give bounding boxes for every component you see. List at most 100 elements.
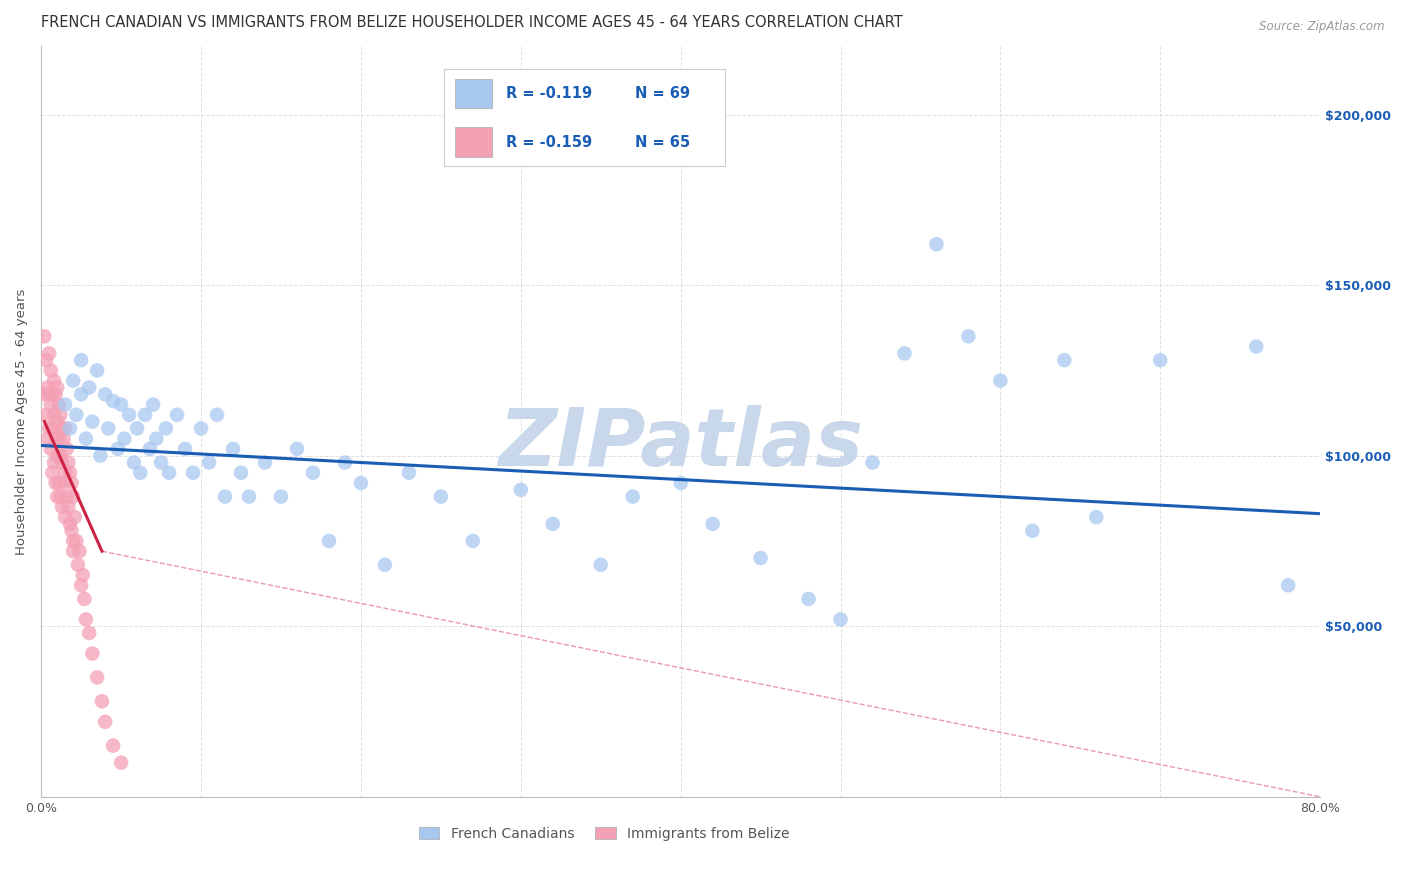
- Point: [60, 524, 83, 538]
- Text: ZIPatlas: ZIPatlas: [498, 405, 863, 483]
- Point: [65, 533, 87, 548]
- Point: [53, 466, 76, 480]
- Point: [53, 421, 76, 435]
- Point: [589, 558, 612, 572]
- Point: [75, 612, 97, 626]
- Point: [63, 510, 86, 524]
- Point: [77, 626, 100, 640]
- Point: [374, 558, 396, 572]
- Point: [222, 442, 245, 456]
- Point: [541, 516, 564, 531]
- Point: [37, 380, 59, 394]
- Point: [48, 398, 70, 412]
- Point: [1149, 353, 1171, 368]
- Point: [94, 387, 117, 401]
- Point: [925, 237, 948, 252]
- Point: [46, 490, 69, 504]
- Point: [127, 421, 149, 435]
- Point: [58, 456, 80, 470]
- Text: FRENCH CANADIAN VS IMMIGRANTS FROM BELIZE HOUSEHOLDER INCOME AGES 45 - 64 YEARS : FRENCH CANADIAN VS IMMIGRANTS FROM BELIZ…: [41, 15, 903, 30]
- Legend: French Canadians, Immigrants from Belize: French Canadians, Immigrants from Belize: [413, 821, 794, 847]
- Point: [82, 415, 104, 429]
- Point: [333, 456, 356, 470]
- Point: [238, 490, 260, 504]
- Point: [270, 490, 292, 504]
- Point: [830, 612, 852, 626]
- Point: [45, 475, 67, 490]
- Point: [990, 374, 1012, 388]
- Point: [862, 456, 884, 470]
- Point: [957, 329, 980, 343]
- Point: [70, 578, 93, 592]
- Point: [70, 387, 93, 401]
- Point: [82, 647, 104, 661]
- Point: [39, 442, 62, 456]
- Point: [51, 421, 73, 435]
- Point: [62, 374, 84, 388]
- Point: [42, 456, 65, 470]
- Point: [70, 353, 93, 368]
- Point: [139, 442, 162, 456]
- Point: [34, 387, 56, 401]
- Point: [430, 490, 453, 504]
- Point: [38, 387, 60, 401]
- Point: [94, 714, 117, 729]
- Point: [77, 380, 100, 394]
- Point: [41, 387, 63, 401]
- Point: [73, 591, 96, 606]
- Point: [46, 449, 69, 463]
- Point: [41, 466, 63, 480]
- Point: [51, 500, 73, 514]
- Point: [69, 544, 91, 558]
- Point: [59, 421, 82, 435]
- Point: [669, 475, 692, 490]
- Point: [39, 398, 62, 412]
- Point: [60, 475, 83, 490]
- Point: [142, 398, 165, 412]
- Point: [110, 756, 132, 770]
- Point: [150, 456, 173, 470]
- Point: [1277, 578, 1299, 592]
- Point: [62, 490, 84, 504]
- Point: [214, 490, 236, 504]
- Point: [53, 510, 76, 524]
- Point: [46, 415, 69, 429]
- Point: [86, 363, 108, 377]
- Point: [35, 408, 58, 422]
- Point: [65, 408, 87, 422]
- Point: [253, 456, 276, 470]
- Point: [59, 466, 82, 480]
- Point: [37, 432, 59, 446]
- Point: [1085, 510, 1108, 524]
- Point: [174, 442, 197, 456]
- Point: [49, 449, 72, 463]
- Point: [1244, 340, 1267, 354]
- Point: [52, 475, 75, 490]
- Point: [190, 421, 212, 435]
- Point: [118, 408, 141, 422]
- Point: [166, 408, 188, 422]
- Point: [110, 398, 132, 412]
- Point: [893, 346, 915, 360]
- Point: [49, 490, 72, 504]
- Point: [51, 456, 73, 470]
- Point: [39, 363, 62, 377]
- Point: [42, 374, 65, 388]
- Point: [75, 432, 97, 446]
- Point: [145, 432, 167, 446]
- Point: [46, 380, 69, 394]
- Point: [205, 408, 228, 422]
- Point: [45, 387, 67, 401]
- Point: [107, 442, 129, 456]
- Point: [59, 516, 82, 531]
- Point: [101, 739, 124, 753]
- Point: [55, 490, 77, 504]
- Point: [157, 466, 180, 480]
- Point: [55, 442, 77, 456]
- Point: [86, 670, 108, 684]
- Point: [229, 466, 252, 480]
- Point: [62, 533, 84, 548]
- Point: [797, 591, 820, 606]
- Point: [198, 456, 221, 470]
- Point: [49, 408, 72, 422]
